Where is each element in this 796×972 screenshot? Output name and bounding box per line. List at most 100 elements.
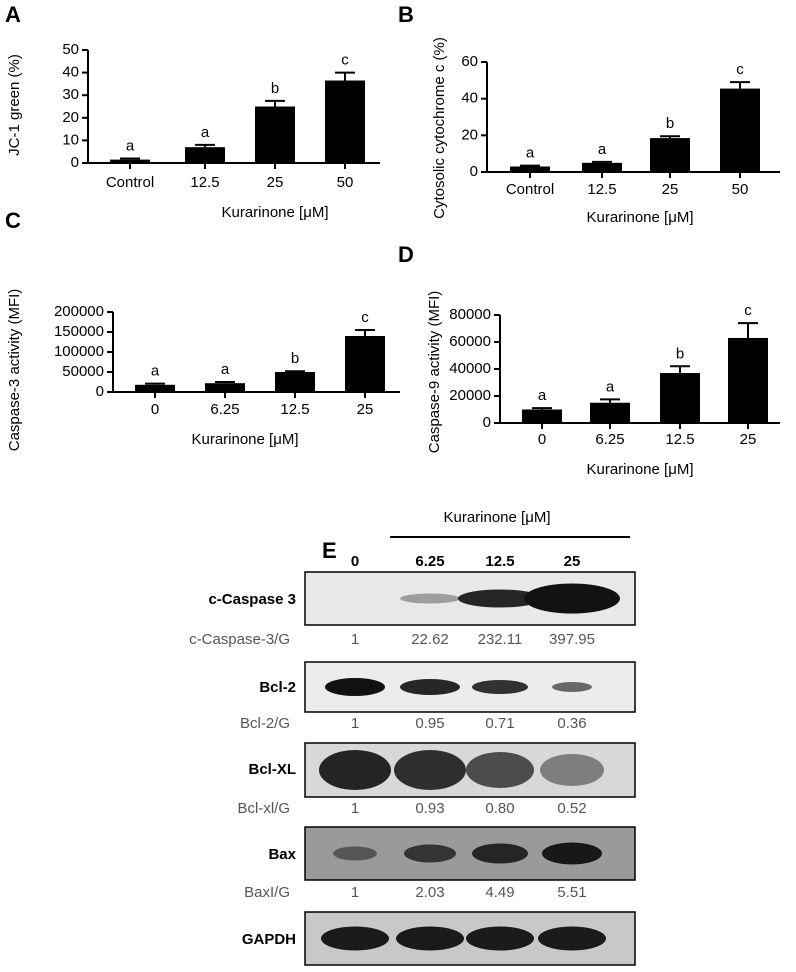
bar — [205, 383, 245, 392]
error-bar — [660, 135, 680, 139]
error-bar — [600, 398, 620, 403]
y-axis-label: JC-1 green (%) — [6, 54, 23, 156]
panel-label: D — [398, 242, 414, 267]
blot-band — [524, 583, 620, 614]
y-tick-label: 20000 — [449, 387, 491, 404]
x-tick-label: 25 — [662, 181, 679, 198]
x-tick-label: 6.25 — [595, 431, 624, 448]
bar — [522, 409, 562, 423]
bar — [650, 138, 690, 172]
error-bar — [730, 81, 750, 89]
y-tick-label: 40000 — [449, 360, 491, 377]
ratio-label: Bcl-2/G — [240, 715, 290, 732]
blot-band — [466, 752, 534, 788]
x-tick-label: 0 — [151, 401, 159, 418]
blot-band — [466, 926, 534, 951]
ratio-value: 1 — [351, 631, 359, 648]
y-tick-label: 40 — [461, 90, 478, 107]
y-tick-label: 200000 — [54, 303, 104, 320]
bar — [510, 166, 550, 172]
error-bar — [670, 365, 690, 374]
ratio-label: BaxI/G — [244, 884, 290, 901]
x-tick-label: Control — [106, 174, 154, 191]
significance-letter: a — [606, 378, 615, 395]
x-tick-label: 25 — [740, 431, 757, 448]
ratio-value: 397.95 — [549, 631, 595, 648]
x-tick-label: 25 — [357, 401, 374, 418]
panel-label: A — [5, 2, 21, 27]
y-tick-label: 60000 — [449, 333, 491, 350]
protein-label: GAPDH — [242, 931, 296, 948]
blot-band — [319, 750, 391, 790]
error-bar — [738, 322, 758, 338]
panel-label: B — [398, 2, 414, 27]
bar — [185, 147, 225, 163]
significance-letter: c — [744, 302, 752, 319]
significance-letter: b — [291, 350, 299, 367]
protein-label: Bcl-XL — [248, 761, 296, 778]
blot-band — [325, 678, 385, 696]
bar — [345, 336, 385, 392]
error-bar — [592, 160, 612, 163]
blot-band — [321, 926, 389, 951]
x-tick-label: 6.25 — [210, 401, 239, 418]
significance-letter: c — [341, 52, 349, 69]
x-axis-label: Kurarinone [μM] — [191, 431, 298, 448]
y-tick-label: 0 — [483, 414, 491, 431]
ratio-value: 5.51 — [557, 884, 586, 901]
lane-label: 12.5 — [485, 553, 514, 570]
ratio-value: 1 — [351, 800, 359, 817]
blot-band — [542, 842, 602, 865]
ratio-value: 1 — [351, 715, 359, 732]
y-tick-label: 40 — [62, 64, 79, 81]
y-tick-label: 0 — [470, 163, 478, 180]
x-tick-label: Control — [506, 181, 554, 198]
error-bar — [520, 164, 540, 167]
protein-label: Bcl-2 — [259, 679, 296, 696]
blot-band — [538, 926, 606, 951]
ratio-value: 0.36 — [557, 715, 586, 732]
significance-letter: a — [151, 363, 160, 380]
y-tick-label: 30 — [62, 86, 79, 103]
error-bar — [265, 99, 285, 107]
blot-band — [400, 679, 460, 695]
significance-letter: a — [201, 124, 210, 141]
y-tick-label: 20 — [62, 109, 79, 126]
x-axis-label: Kurarinone [μM] — [221, 204, 328, 221]
y-tick-label: 50000 — [62, 363, 104, 380]
bar — [660, 373, 700, 423]
error-bar — [195, 143, 215, 148]
y-tick-label: 60 — [461, 53, 478, 70]
blot-band — [472, 680, 528, 694]
blot-band — [472, 843, 528, 864]
y-axis-label: Caspase-3 activity (MFI) — [6, 289, 23, 452]
bar — [582, 162, 622, 172]
ratio-value: 2.03 — [415, 884, 444, 901]
blot-band — [396, 926, 464, 951]
ratio-value: 22.62 — [411, 631, 449, 648]
panel-label: C — [5, 208, 21, 233]
protein-label: c-Caspase 3 — [208, 591, 296, 608]
bar — [110, 159, 150, 163]
ratio-value: 232.11 — [478, 631, 523, 648]
blot-band — [458, 589, 542, 608]
error-bar — [355, 329, 375, 336]
ratio-value: 0.93 — [415, 800, 444, 817]
ratio-label: c-Caspase-3/G — [189, 631, 290, 648]
significance-letter: b — [271, 80, 279, 97]
y-tick-label: 80000 — [449, 306, 491, 323]
x-tick-label: 50 — [732, 181, 749, 198]
significance-letter: c — [361, 309, 369, 326]
blot-band — [540, 754, 604, 786]
lane-label: 25 — [564, 553, 581, 570]
error-bar — [215, 381, 235, 384]
lane-label: 0 — [351, 553, 359, 570]
ratio-value: 0.80 — [485, 800, 514, 817]
blot-band — [394, 750, 466, 790]
lane-label: 6.25 — [415, 553, 444, 570]
x-tick-label: 0 — [538, 431, 546, 448]
x-tick-label: 50 — [337, 174, 354, 191]
significance-letter: a — [598, 141, 607, 158]
error-bar — [285, 370, 305, 373]
